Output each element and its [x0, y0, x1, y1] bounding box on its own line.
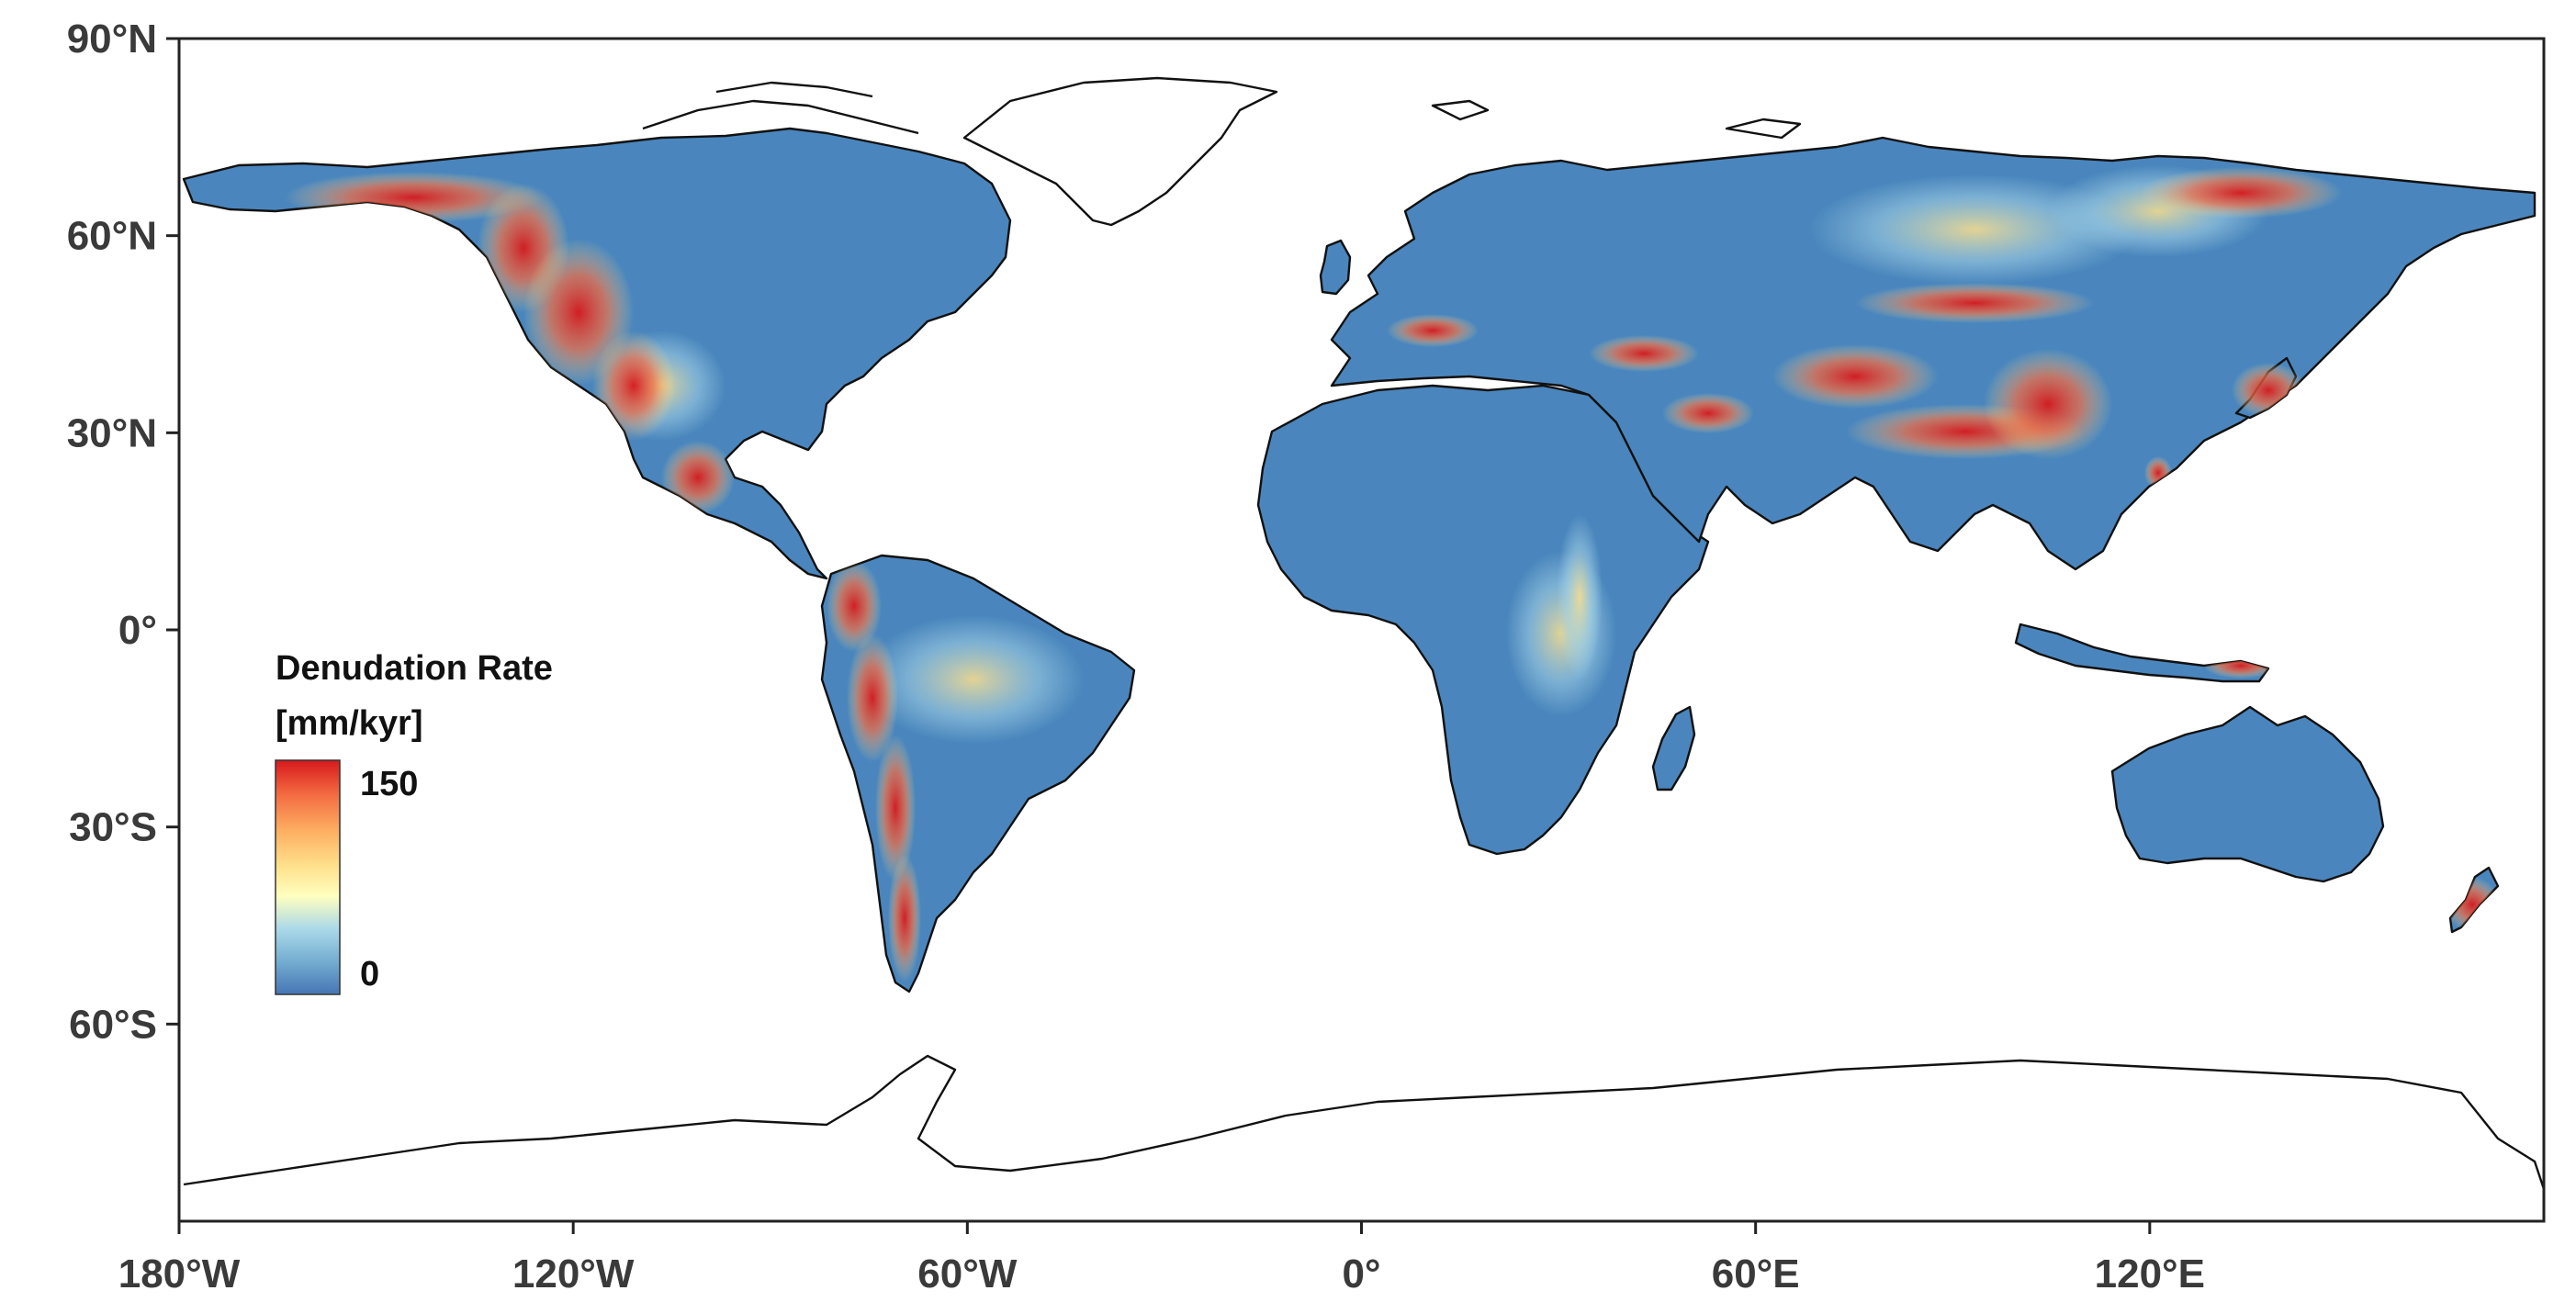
- x-tick-label: 60°E: [1712, 1251, 1800, 1296]
- x-tick-label: 120°E: [2095, 1251, 2205, 1296]
- x-tick-label: 60°W: [917, 1251, 1018, 1296]
- y-tick-label: 60°S: [69, 1002, 157, 1047]
- legend-unit: [mm/kyr]: [276, 704, 423, 743]
- x-tick-label: 120°W: [512, 1251, 635, 1296]
- madagascar: [1651, 705, 1696, 791]
- legend-title: Denudation Rate: [276, 649, 553, 688]
- australia: [2110, 705, 2385, 883]
- antarctica-outline: [183, 1054, 2546, 1190]
- legend: Denudation Rate [mm/kyr] 150 0: [275, 649, 553, 995]
- legend-colorbar: [275, 759, 341, 995]
- legend-min-label: 0: [360, 955, 379, 993]
- x-tick-label: 180°W: [118, 1251, 241, 1296]
- arctic-islands-outline: [642, 81, 919, 135]
- y-tick-label: 60°N: [67, 214, 157, 259]
- legend-max-label: 150: [360, 765, 418, 803]
- y-axis: 90°N 60°N 30°N 0° 30°S 60°S: [67, 17, 179, 1047]
- svalbard-outline: [1431, 99, 1490, 121]
- x-tick-label: 0°: [1342, 1251, 1380, 1296]
- eurasia: [1330, 136, 2537, 571]
- y-tick-label: 30°S: [69, 805, 157, 850]
- greenland-outline: [962, 76, 1278, 227]
- y-tick-label: 30°N: [67, 410, 157, 455]
- great-britain: [1319, 239, 1352, 296]
- coastlines-outline: [183, 76, 2546, 1190]
- y-tick-label: 0°: [118, 608, 157, 653]
- y-tick-label: 90°N: [67, 17, 157, 62]
- x-axis: 180°W 120°W 60°W 0° 60°E 120°E: [118, 1221, 2205, 1296]
- novaya-zemlya-outline: [1725, 118, 1802, 140]
